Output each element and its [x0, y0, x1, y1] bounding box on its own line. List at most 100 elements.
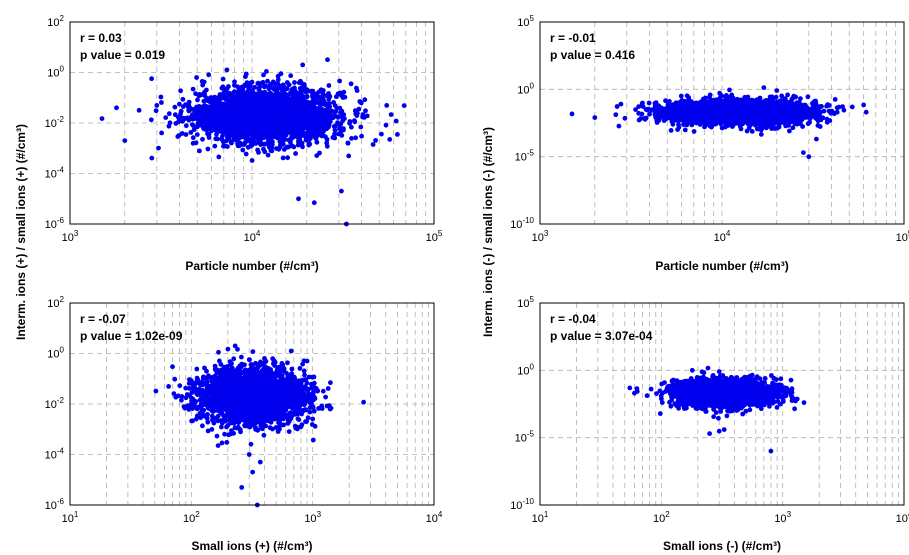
data-point: [341, 89, 347, 95]
data-point: [269, 124, 274, 130]
data-point: [645, 106, 651, 112]
data-point: [243, 74, 248, 79]
data-point: [339, 133, 345, 138]
data-point: [761, 85, 767, 90]
data-point: [227, 113, 232, 119]
data-point: [188, 130, 194, 135]
data-point: [262, 107, 268, 113]
data-point: [675, 127, 680, 132]
data-point: [401, 103, 407, 108]
data-point: [354, 113, 360, 118]
data-point: [291, 144, 297, 150]
data-point: [825, 102, 830, 107]
data-point: [234, 115, 240, 120]
data-point: [212, 143, 218, 149]
data-point: [633, 107, 638, 112]
data-point: [182, 116, 188, 121]
data-point: [206, 97, 211, 103]
data-point: [225, 102, 231, 108]
data-point: [270, 113, 275, 119]
data-point: [293, 99, 299, 105]
data-point: [299, 98, 305, 104]
data-point: [638, 116, 644, 121]
data-point: [193, 108, 199, 113]
data-point: [348, 81, 354, 87]
data-point: [653, 105, 659, 110]
data-point: [357, 99, 363, 104]
data-point: [183, 123, 189, 129]
data-point: [718, 94, 723, 100]
data-point: [277, 121, 283, 127]
data-point: [250, 103, 256, 109]
data-point: [222, 129, 228, 135]
data-point: [282, 86, 288, 92]
data-point: [224, 90, 230, 96]
data-point: [265, 111, 271, 117]
data-point: [228, 139, 234, 145]
data-point: [326, 96, 332, 102]
data-point: [271, 98, 276, 104]
data-point: [314, 107, 319, 113]
data-point: [261, 72, 266, 78]
data-point: [646, 100, 652, 106]
data-point: [286, 144, 292, 150]
data-point: [722, 124, 728, 130]
data-point: [235, 84, 241, 90]
data-point: [245, 144, 251, 150]
data-point: [224, 67, 230, 73]
data-point: [238, 129, 243, 135]
data-point: [379, 131, 384, 137]
data-point: [201, 108, 207, 114]
data-point: [671, 102, 677, 108]
data-point: [178, 108, 184, 114]
data-point: [216, 154, 222, 160]
data-point: [190, 140, 196, 146]
data-point: [332, 127, 338, 133]
data-point: [317, 104, 323, 110]
data-point: [232, 89, 237, 95]
data-point: [205, 146, 211, 152]
data-point: [682, 127, 688, 133]
data-point: [264, 69, 269, 74]
data-point: [320, 92, 326, 97]
data-point: [224, 86, 229, 92]
data-point: [297, 110, 303, 116]
data-point: [265, 152, 271, 158]
data-point: [320, 88, 326, 93]
ylabel-left: Interm. ions (+) / small ions (+) (#/cm³…: [14, 124, 28, 340]
data-point: [249, 158, 255, 163]
data-point: [265, 78, 270, 84]
r-annotation-top-right: r = -0.01: [550, 31, 596, 45]
data-point: [346, 153, 352, 159]
data-point: [245, 90, 251, 95]
data-point: [180, 104, 186, 109]
xlabel-top-right: Particle number (#/cm³): [655, 259, 788, 273]
data-point: [222, 143, 228, 149]
data-point: [268, 102, 273, 108]
data-point: [774, 125, 780, 131]
data-point: [217, 125, 222, 130]
data-point: [210, 123, 216, 129]
data-point: [242, 127, 248, 132]
data-point: [275, 77, 281, 83]
data-point: [200, 136, 205, 142]
data-point: [114, 105, 119, 111]
data-point: [323, 134, 328, 140]
data-point: [678, 93, 684, 99]
data-point: [284, 80, 290, 85]
data-point: [349, 124, 354, 130]
data-point: [280, 91, 286, 97]
data-point: [373, 138, 378, 143]
data-point: [215, 136, 220, 142]
data-point: [258, 142, 264, 148]
panel-top-left: Particle number (#/cm³) r = 0.03 p value…: [45, 14, 443, 273]
x-tick-label: 104: [244, 229, 261, 244]
data-point: [274, 146, 279, 151]
data-point: [353, 135, 358, 141]
data-point: [832, 97, 838, 102]
data-point: [167, 120, 173, 126]
data-point: [824, 116, 830, 122]
scatter-points: [569, 85, 869, 160]
data-point: [245, 102, 251, 108]
data-point: [664, 113, 670, 119]
